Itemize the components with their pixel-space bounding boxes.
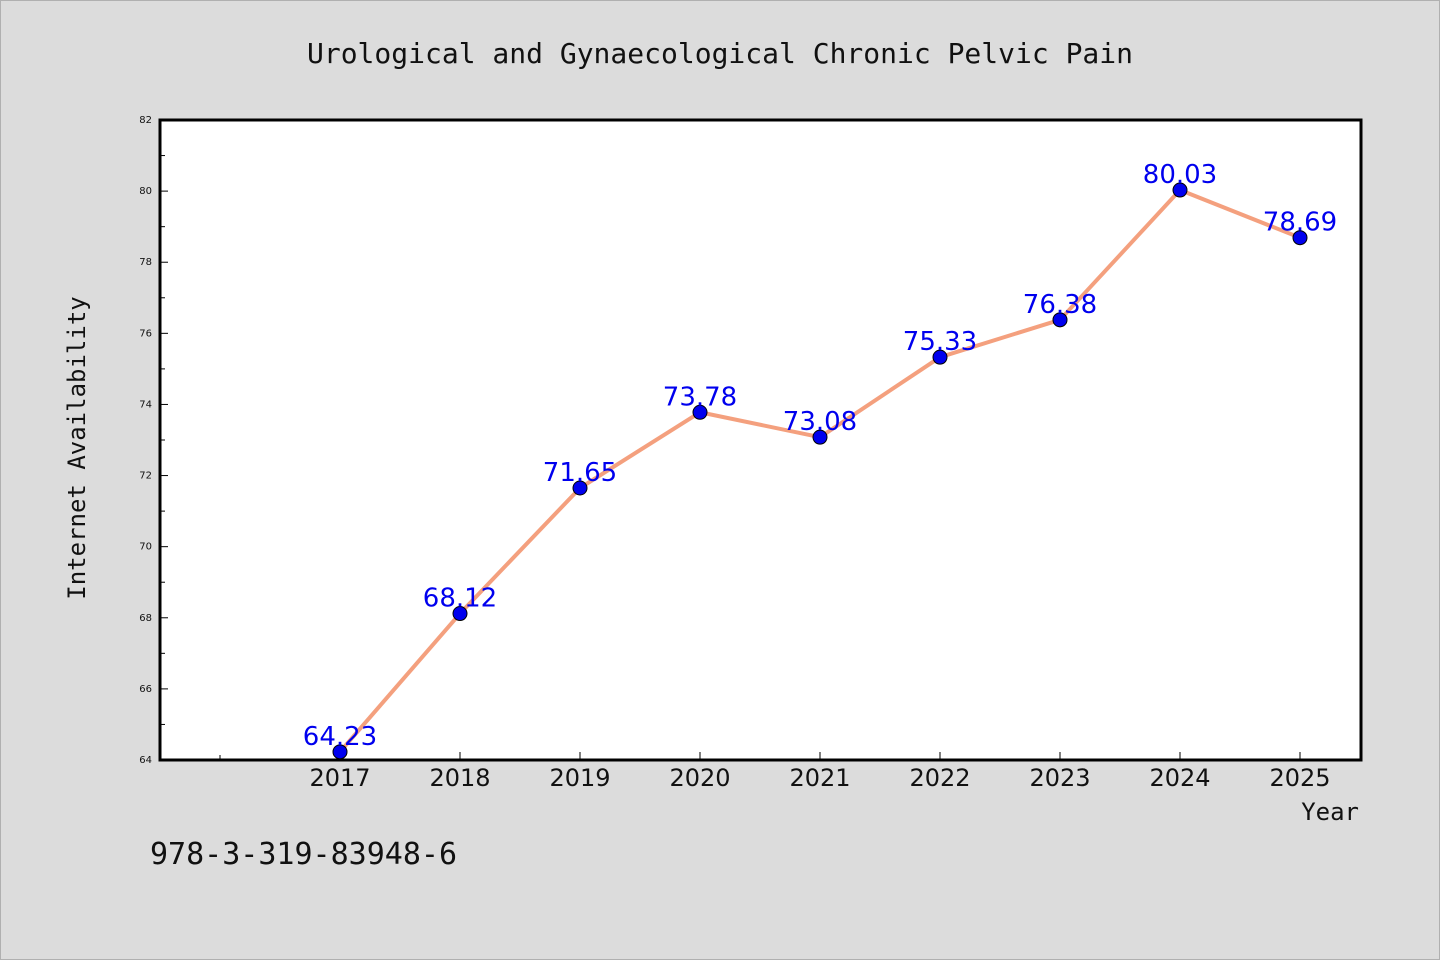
data-point (1052, 312, 1068, 328)
y-tick-label: 74 (139, 399, 152, 410)
y-axis-label: Internet Availability (63, 296, 91, 599)
data-point (932, 349, 948, 365)
data-label: 76.38 (1023, 290, 1097, 320)
data-point (692, 404, 708, 420)
y-tick-label: 66 (139, 684, 152, 695)
x-tick-label: 2019 (549, 764, 610, 792)
data-label: 75.33 (903, 327, 977, 357)
x-tick-label: 2017 (309, 764, 370, 792)
y-tick-label: 70 (139, 542, 152, 553)
chart-title: Urological and Gynaecological Chronic Pe… (307, 37, 1133, 70)
data-label: 78.69 (1263, 208, 1337, 238)
y-axis: 64 66 68 70 72 74 76 78 80 82 (139, 115, 168, 766)
x-tick-label: 2023 (1029, 764, 1090, 792)
plot-area (158, 118, 1363, 762)
x-axis: 2017 2018 2019 2020 2021 2022 2023 2024 2025 (219, 752, 1331, 792)
data-label: 80.03 (1143, 160, 1217, 190)
data-label: 73.08 (783, 407, 857, 437)
data-point (572, 480, 588, 496)
data-label: 71.65 (543, 458, 617, 488)
y-tick-label: 64 (139, 755, 152, 766)
x-tick-label: 2020 (669, 764, 730, 792)
data-point (1172, 182, 1188, 198)
x-tick-label: 2021 (789, 764, 850, 792)
x-axis-label: Year (1301, 798, 1359, 826)
y-tick-label: 76 (139, 328, 152, 339)
x-tick-label: 2025 (1269, 764, 1330, 792)
x-tick-label: 2022 (909, 764, 970, 792)
data-label: 73.78 (663, 382, 737, 412)
data-point (812, 429, 828, 445)
series-layer: 64.23 68.12 71.65 73.78 73.08 75.33 76.38 80.03… (303, 160, 1337, 760)
data-point (1292, 230, 1308, 246)
y-tick-label: 78 (139, 257, 152, 268)
x-tick-label: 2018 (429, 764, 490, 792)
y-tick-label: 72 (139, 471, 152, 482)
data-label: 64.23 (303, 722, 377, 752)
data-point (452, 606, 468, 622)
data-point (332, 744, 348, 760)
y-tick-label: 68 (139, 613, 152, 624)
footnote-isbn: 978-3-319-83948-6 (150, 837, 457, 872)
y-tick-label: 80 (139, 186, 152, 197)
data-label: 68.12 (423, 584, 497, 614)
x-tick-label: 2024 (1149, 764, 1210, 792)
y-tick-label: 82 (139, 115, 152, 126)
